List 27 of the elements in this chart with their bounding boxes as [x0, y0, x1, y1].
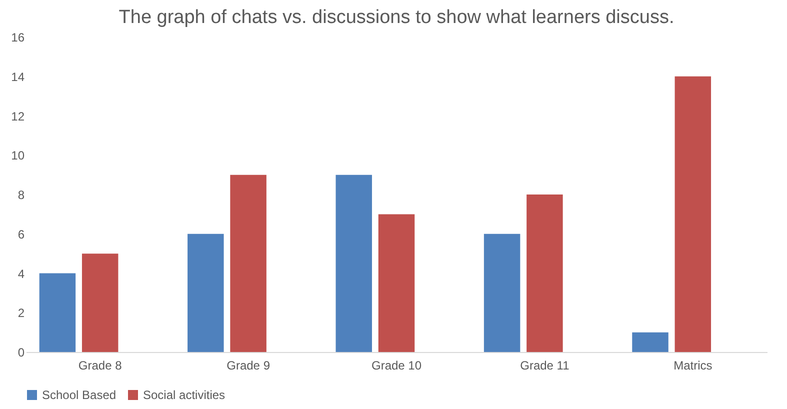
x-tick-label: Grade 10 — [371, 358, 422, 372]
bar — [230, 174, 266, 352]
bar — [526, 194, 563, 352]
bar — [378, 214, 415, 352]
x-tick-label: Grade 11 — [520, 358, 570, 372]
bar — [336, 174, 372, 352]
bar — [188, 234, 224, 352]
bar — [39, 273, 76, 352]
x-tick-label: Grade 9 — [226, 358, 270, 372]
y-tick-label: 12 — [11, 109, 25, 124]
bar — [674, 76, 712, 352]
y-tick-label: 8 — [18, 188, 25, 202]
chart-title: The graph of chats vs. discussions to show what learners discuss. — [118, 7, 674, 28]
x-tick-label: Grade 8 — [78, 358, 122, 372]
y-tick-label: 0 — [18, 346, 25, 360]
y-tick-label: 10 — [11, 148, 25, 163]
bar — [82, 254, 118, 352]
legend-label: Social activities — [143, 388, 226, 402]
y-tick-label: 6 — [18, 227, 25, 242]
legend-label: School Based — [42, 388, 116, 402]
y-tick-label: 14 — [11, 70, 25, 84]
y-tick-label: 4 — [18, 266, 25, 281]
x-tick-label: Matrics — [674, 358, 712, 372]
bar — [484, 234, 520, 352]
bar — [632, 332, 668, 352]
y-tick-label: 2 — [18, 306, 25, 320]
y-tick-label: 16 — [11, 30, 25, 44]
